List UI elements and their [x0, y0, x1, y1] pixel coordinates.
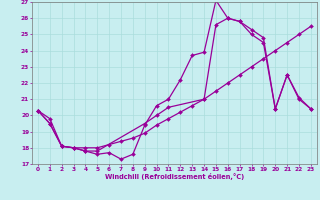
X-axis label: Windchill (Refroidissement éolien,°C): Windchill (Refroidissement éolien,°C): [105, 173, 244, 180]
